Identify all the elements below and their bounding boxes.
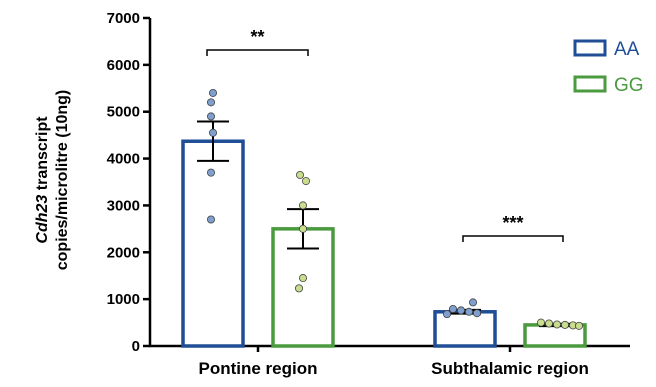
y-tick-label-0: 0	[132, 338, 140, 355]
data-point-AA-1-4	[472, 309, 481, 318]
data-point-GG-1-3	[561, 320, 570, 329]
y-axis-title-line2: copies/microlitre (10ng)	[54, 90, 71, 271]
bars-layer	[181, 139, 587, 348]
svg-text:Cdh23 transcript: Cdh23 transcript	[34, 116, 51, 244]
data-point-GG-0-0	[295, 170, 304, 179]
data-point-GG-1-2	[553, 320, 562, 329]
data-point-AA-0-2	[206, 112, 215, 121]
data-point-AA-0-1	[206, 98, 215, 107]
y-axis-title-rest: transcript	[34, 116, 51, 195]
legend: AA GG	[573, 39, 644, 96]
data-point-AA-0-0	[208, 88, 217, 97]
y-tick-label-6000: 6000	[107, 57, 140, 74]
data-point-AA-0-4	[206, 168, 215, 177]
data-point-GG-0-1	[301, 177, 310, 186]
y-tick-label-2000: 2000	[107, 244, 140, 261]
data-point-GG-1-5	[575, 321, 584, 330]
data-point-AA-0-3	[208, 128, 217, 137]
data-point-GG-1-0	[537, 318, 546, 327]
y-tick-label-7000: 7000	[107, 10, 140, 27]
data-point-AA-1-2	[456, 306, 465, 315]
legend-swatch-GG	[573, 75, 607, 93]
data-point-AA-1-3	[464, 307, 473, 316]
legend-label-GG: GG	[614, 75, 644, 96]
legend-label-AA: AA	[614, 39, 640, 60]
y-tick-label-3000: 3000	[107, 197, 140, 214]
axes: 0 1000 2000 3000 4000 5000 6000 7000 Pontine reg…	[107, 10, 630, 378]
y-tick-label-4000: 4000	[107, 151, 140, 168]
significance-label-0: **	[250, 27, 264, 47]
bar-AA-1	[433, 310, 497, 348]
significance-bracket-1	[462, 235, 564, 242]
data-point-GG-0-4	[298, 274, 307, 283]
data-point-GG-0-5	[294, 284, 303, 293]
data-point-AA-1-0	[468, 298, 477, 307]
data-point-GG-1-1	[545, 319, 554, 328]
significance-bracket-0	[206, 49, 309, 56]
data-point-GG-0-3	[298, 224, 307, 233]
category-label-1: Subthalamic region	[431, 359, 589, 378]
significance-label-1: ***	[502, 213, 523, 233]
legend-swatch-AA	[573, 39, 607, 57]
significance-layer: *****	[206, 27, 564, 242]
data-point-AA-0-5	[206, 215, 215, 224]
y-tick-label-5000: 5000	[107, 104, 140, 121]
data-point-AA-1-1	[448, 304, 457, 313]
y-tick-label-1000: 1000	[107, 291, 140, 308]
y-axis-title: Cdh23 transcript copies/microlitre (10ng…	[34, 90, 71, 271]
data-point-GG-0-2	[298, 201, 307, 210]
category-label-0: Pontine region	[199, 359, 318, 378]
data-point-AA-1-5	[442, 310, 451, 319]
y-axis-title-italic: Cdh23	[34, 195, 51, 244]
data-points-layer	[206, 88, 584, 330]
